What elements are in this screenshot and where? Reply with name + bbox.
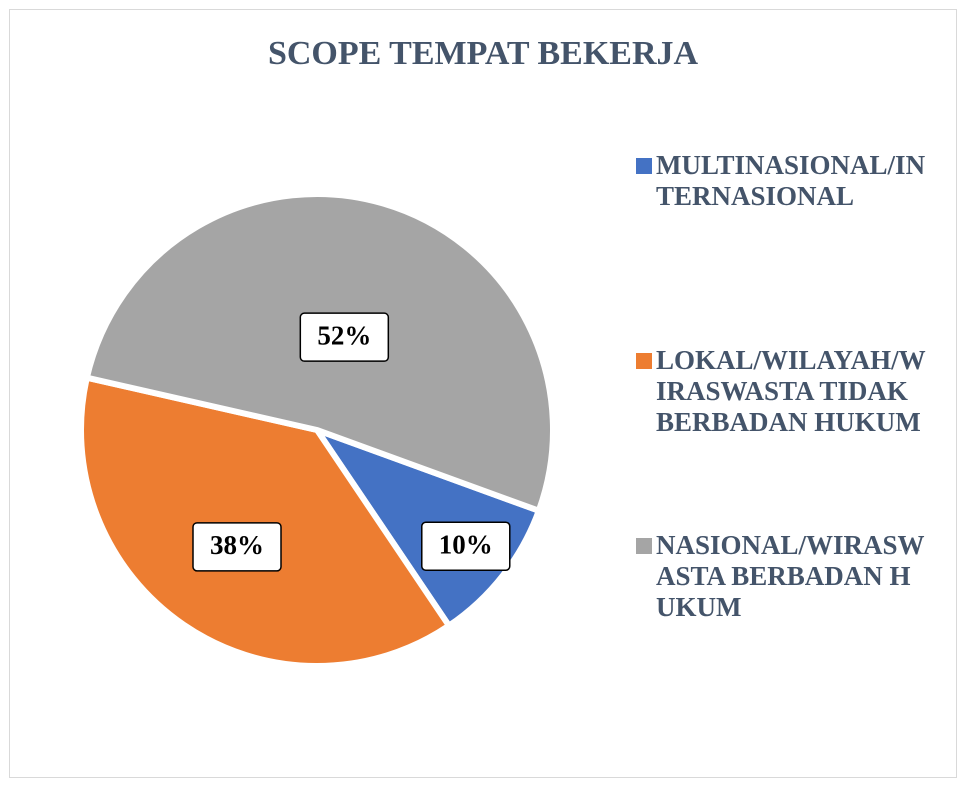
chart-title: SCOPE TEMPAT BEKERJA <box>268 35 699 72</box>
legend-label: MULTINASIONAL/INTERNASIONAL <box>656 150 926 211</box>
legend-label: LOKAL/WILAYAH/WIRASWASTA TIDAK BERBADAN … <box>656 345 926 437</box>
legend-swatch <box>636 158 652 174</box>
legend-entry: LOKAL/WILAYAH/WIRASWASTA TIDAK BERBADAN … <box>636 345 936 438</box>
data-label-box <box>299 312 390 362</box>
data-label-box <box>192 522 282 572</box>
pie-slice <box>78 374 454 669</box>
data-label: 38% <box>210 530 264 560</box>
data-label-box <box>421 521 511 571</box>
data-label: 52% <box>317 320 371 350</box>
data-label: 10% <box>439 529 493 559</box>
legend-swatch <box>636 538 652 554</box>
legend-entry: NASIONAL/WIRASWASTA BERBADAN HUKUM <box>636 530 936 623</box>
legend-entry: MULTINASIONAL/INTERNASIONAL <box>636 150 936 212</box>
legend-label: NASIONAL/WIRASWASTA BERBADAN HUKUM <box>656 530 925 622</box>
legend-swatch <box>636 353 652 369</box>
